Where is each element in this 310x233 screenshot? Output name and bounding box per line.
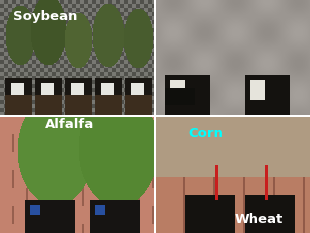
Text: Soybean: Soybean [13, 10, 77, 24]
Text: Wheat: Wheat [235, 213, 283, 226]
Text: Alfalfa: Alfalfa [45, 118, 94, 131]
Text: Corn: Corn [189, 127, 224, 140]
